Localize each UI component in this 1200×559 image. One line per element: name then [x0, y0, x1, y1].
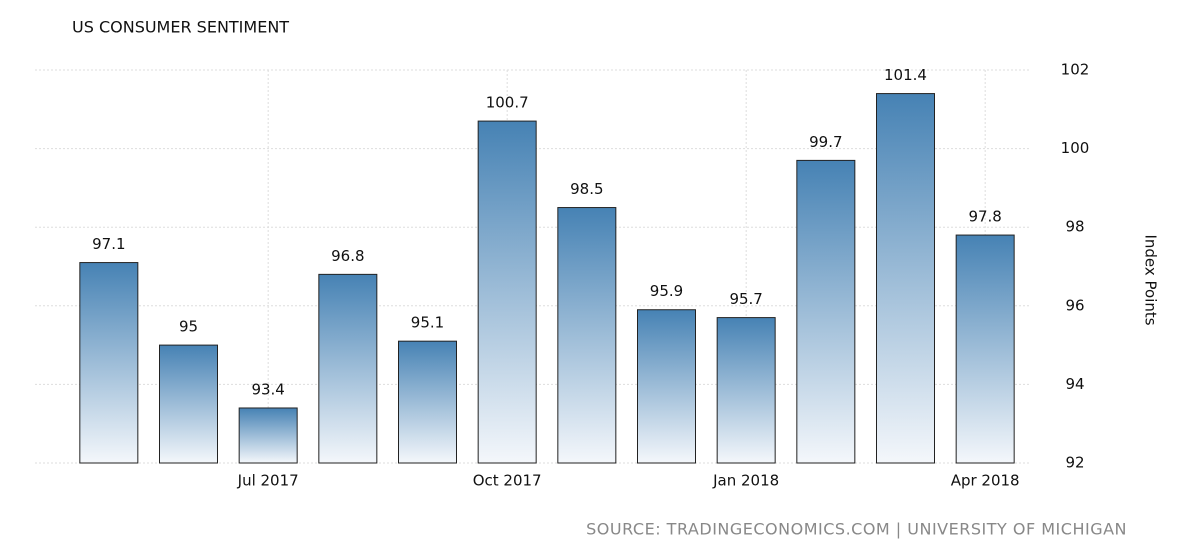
- x-tick-label: Jul 2017: [237, 472, 299, 490]
- y-tick-label: 94: [1065, 375, 1084, 393]
- y-tick-label: 100: [1061, 139, 1090, 157]
- y-tick-label: 98: [1065, 218, 1084, 236]
- data-label: 97.8: [968, 208, 1001, 226]
- bar: [477, 120, 537, 464]
- bar: [557, 207, 617, 464]
- data-label: 97.1: [92, 235, 125, 253]
- data-label: 95.7: [729, 290, 762, 308]
- bar: [876, 93, 935, 464]
- bar: [716, 317, 776, 464]
- bar: [159, 344, 218, 464]
- y-tick-label: 92: [1065, 454, 1084, 472]
- chart-title: US CONSUMER SENTIMENT: [72, 18, 289, 37]
- bar: [318, 273, 378, 464]
- data-label: 95.1: [411, 314, 444, 332]
- bar: [238, 407, 298, 464]
- bar: [955, 234, 1015, 464]
- x-tick-label: Oct 2017: [473, 472, 542, 490]
- bar: [398, 340, 457, 464]
- y-tick-label: 102: [1061, 61, 1090, 79]
- bar: [637, 309, 696, 464]
- data-label: 96.8: [331, 247, 364, 265]
- data-label: 95: [179, 318, 198, 336]
- source: SOURCE: TRADINGECONOMICS.COM | UNIVERSIT…: [586, 520, 1127, 539]
- bar: [796, 159, 856, 464]
- data-label: 100.7: [486, 94, 529, 112]
- bar: [79, 262, 139, 464]
- data-label: 98.5: [570, 180, 603, 198]
- data-label: 93.4: [251, 380, 284, 398]
- data-label: 101.4: [884, 66, 927, 84]
- y-tick-label: 96: [1065, 296, 1084, 314]
- data-label: 95.9: [650, 282, 683, 300]
- y-axis-label: Index Points: [1142, 234, 1160, 325]
- x-tick-label: Jan 2018: [712, 472, 779, 490]
- data-label: 99.7: [809, 133, 842, 151]
- x-tick-label: Apr 2018: [951, 472, 1020, 490]
